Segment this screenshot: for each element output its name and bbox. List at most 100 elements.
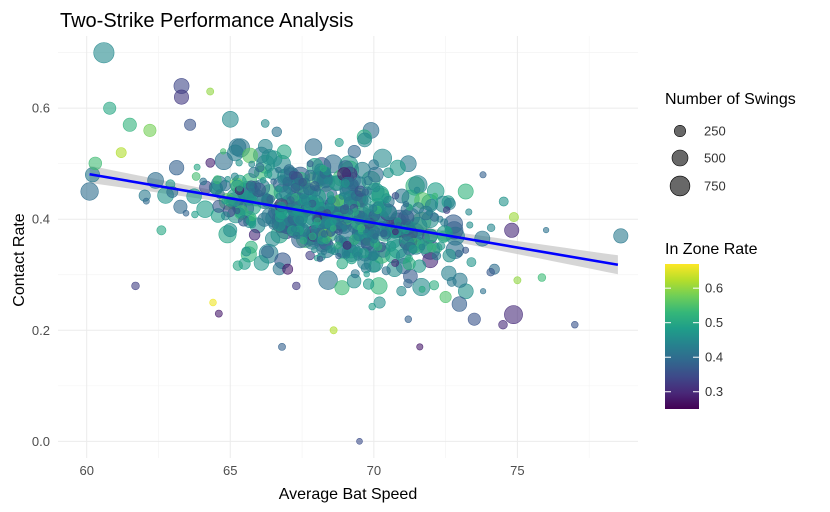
x-tick-label: 75: [510, 463, 524, 478]
data-point: [220, 148, 227, 155]
data-point: [380, 229, 388, 238]
data-point: [479, 171, 487, 179]
data-point: [298, 178, 307, 187]
data-point: [304, 138, 323, 156]
data-point: [571, 321, 579, 329]
data-point: [223, 223, 238, 238]
data-point: [255, 162, 265, 173]
data-point: [174, 89, 190, 105]
data-point: [264, 170, 273, 179]
data-point: [363, 229, 370, 236]
data-point: [353, 251, 363, 261]
data-point: [323, 177, 332, 185]
data-point: [234, 207, 241, 214]
data-point: [230, 172, 239, 181]
data-point: [260, 177, 267, 184]
grid: [58, 36, 638, 458]
data-point: [363, 176, 373, 186]
data-point: [474, 230, 491, 247]
data-point: [328, 197, 335, 204]
data-point: [315, 201, 326, 212]
data-point: [613, 228, 629, 244]
data-point: [241, 246, 252, 257]
data-point: [265, 231, 281, 247]
data-point: [335, 222, 343, 230]
data-point: [261, 245, 274, 259]
data-point: [270, 178, 277, 185]
data-point: [286, 196, 295, 205]
data-point: [373, 296, 386, 309]
size-legend-label: 500: [704, 151, 726, 166]
data-point: [357, 132, 373, 148]
data-point: [329, 326, 338, 335]
data-point: [465, 208, 473, 216]
data-point: [362, 195, 372, 205]
data-point: [334, 280, 350, 296]
data-point: [385, 240, 397, 252]
data-point: [156, 225, 167, 236]
data-point: [451, 296, 468, 312]
data-point: [253, 255, 270, 271]
data-point: [304, 169, 316, 181]
data-point: [444, 226, 452, 234]
data-point: [418, 285, 426, 293]
data-point: [242, 147, 258, 164]
data-point: [221, 211, 231, 221]
x-tick-label: 70: [367, 463, 381, 478]
data-point: [319, 164, 327, 172]
data-point: [330, 225, 337, 232]
data-point: [184, 118, 197, 131]
x-axis-ticks: 60 65 70 75: [79, 463, 524, 478]
data-point: [257, 212, 272, 227]
y-axis-title: Contact Rate: [11, 213, 28, 306]
data-point: [403, 278, 413, 289]
color-legend-label: 0.3: [705, 384, 723, 399]
data-point: [206, 87, 215, 96]
data-point: [282, 263, 294, 275]
data-point: [169, 160, 185, 176]
data-point: [443, 206, 451, 214]
data-point: [338, 192, 346, 200]
data-point: [391, 192, 400, 200]
data-point: [320, 248, 328, 256]
data-point: [212, 199, 226, 213]
data-point: [424, 198, 438, 212]
data-point: [408, 244, 418, 254]
data-point: [227, 144, 244, 162]
x-axis-title: Average Bat Speed: [279, 486, 417, 503]
data-point: [341, 179, 350, 188]
trend-line: [89, 172, 619, 267]
data-point: [504, 222, 520, 238]
data-point: [426, 242, 437, 253]
data-point: [413, 186, 421, 194]
data-point: [299, 237, 308, 245]
data-point: [486, 223, 496, 233]
data-point: [325, 245, 333, 254]
y-axis-ticks: 0.0 0.2 0.4 0.6: [32, 101, 50, 449]
data-point: [103, 101, 117, 115]
data-point: [191, 210, 199, 219]
data-point: [426, 209, 433, 216]
y-tick-label: 0.0: [32, 434, 50, 449]
data-point: [402, 201, 410, 208]
data-point: [369, 204, 378, 213]
data-point: [257, 139, 273, 154]
y-tick-label: 0.4: [32, 212, 50, 227]
size-legend-key: [671, 149, 689, 167]
size-legend: Number of Swings 250 500 750: [665, 91, 796, 197]
data-point: [467, 312, 481, 326]
data-point: [439, 290, 452, 303]
data-point: [248, 220, 257, 229]
data-point: [356, 437, 363, 445]
data-point: [336, 257, 348, 270]
data-point: [292, 231, 301, 240]
color-legend-label: 0.6: [705, 281, 723, 296]
data-point: [310, 226, 317, 233]
data-point: [224, 176, 231, 183]
data-point: [333, 241, 342, 250]
data-point: [381, 266, 391, 276]
data-point: [304, 201, 311, 209]
data-point: [508, 212, 519, 223]
data-point: [537, 273, 547, 282]
